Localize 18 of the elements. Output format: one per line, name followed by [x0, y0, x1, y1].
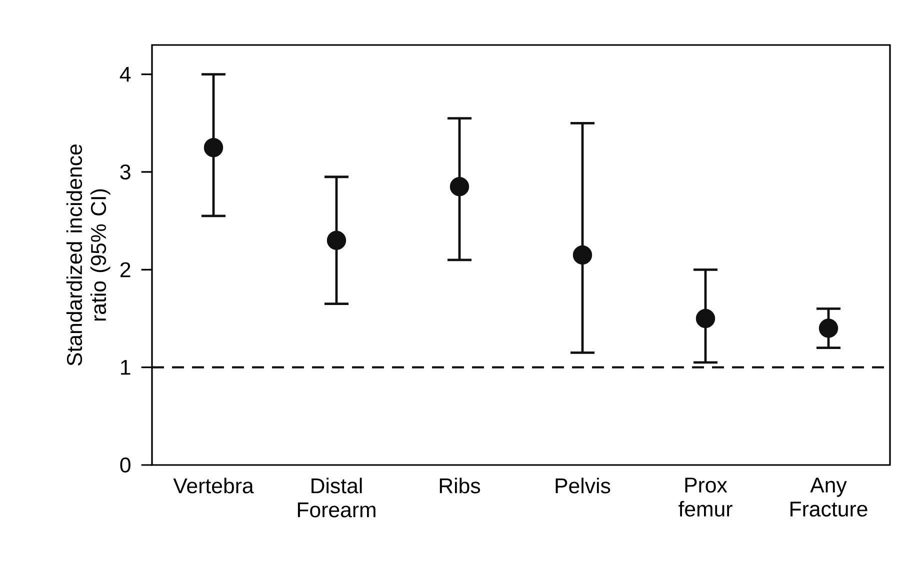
x-tick-label: Vertebra	[173, 478, 254, 494]
point	[572, 245, 592, 265]
x-tick-label: Ribs	[440, 478, 480, 494]
y-tick-label: 4	[120, 66, 131, 82]
y-tick-label: 0	[120, 457, 130, 473]
x-tick-label: Any Fracture	[790, 478, 868, 517]
point	[204, 138, 224, 158]
y-tick-label: 1	[121, 360, 130, 375]
point	[450, 177, 470, 196]
x-tick-label: Distal Forearm	[298, 478, 376, 518]
y-axis-title: Standardized incidence ratio (95% CI)	[66, 144, 110, 366]
point	[818, 318, 838, 338]
y-tick-label: 3	[120, 164, 130, 180]
point	[696, 308, 716, 328]
x-tick-label: Prox femur	[678, 478, 732, 517]
point	[326, 230, 346, 250]
x-tick-label: Pelvis	[556, 478, 610, 494]
y-tick-label: 2	[120, 262, 130, 278]
